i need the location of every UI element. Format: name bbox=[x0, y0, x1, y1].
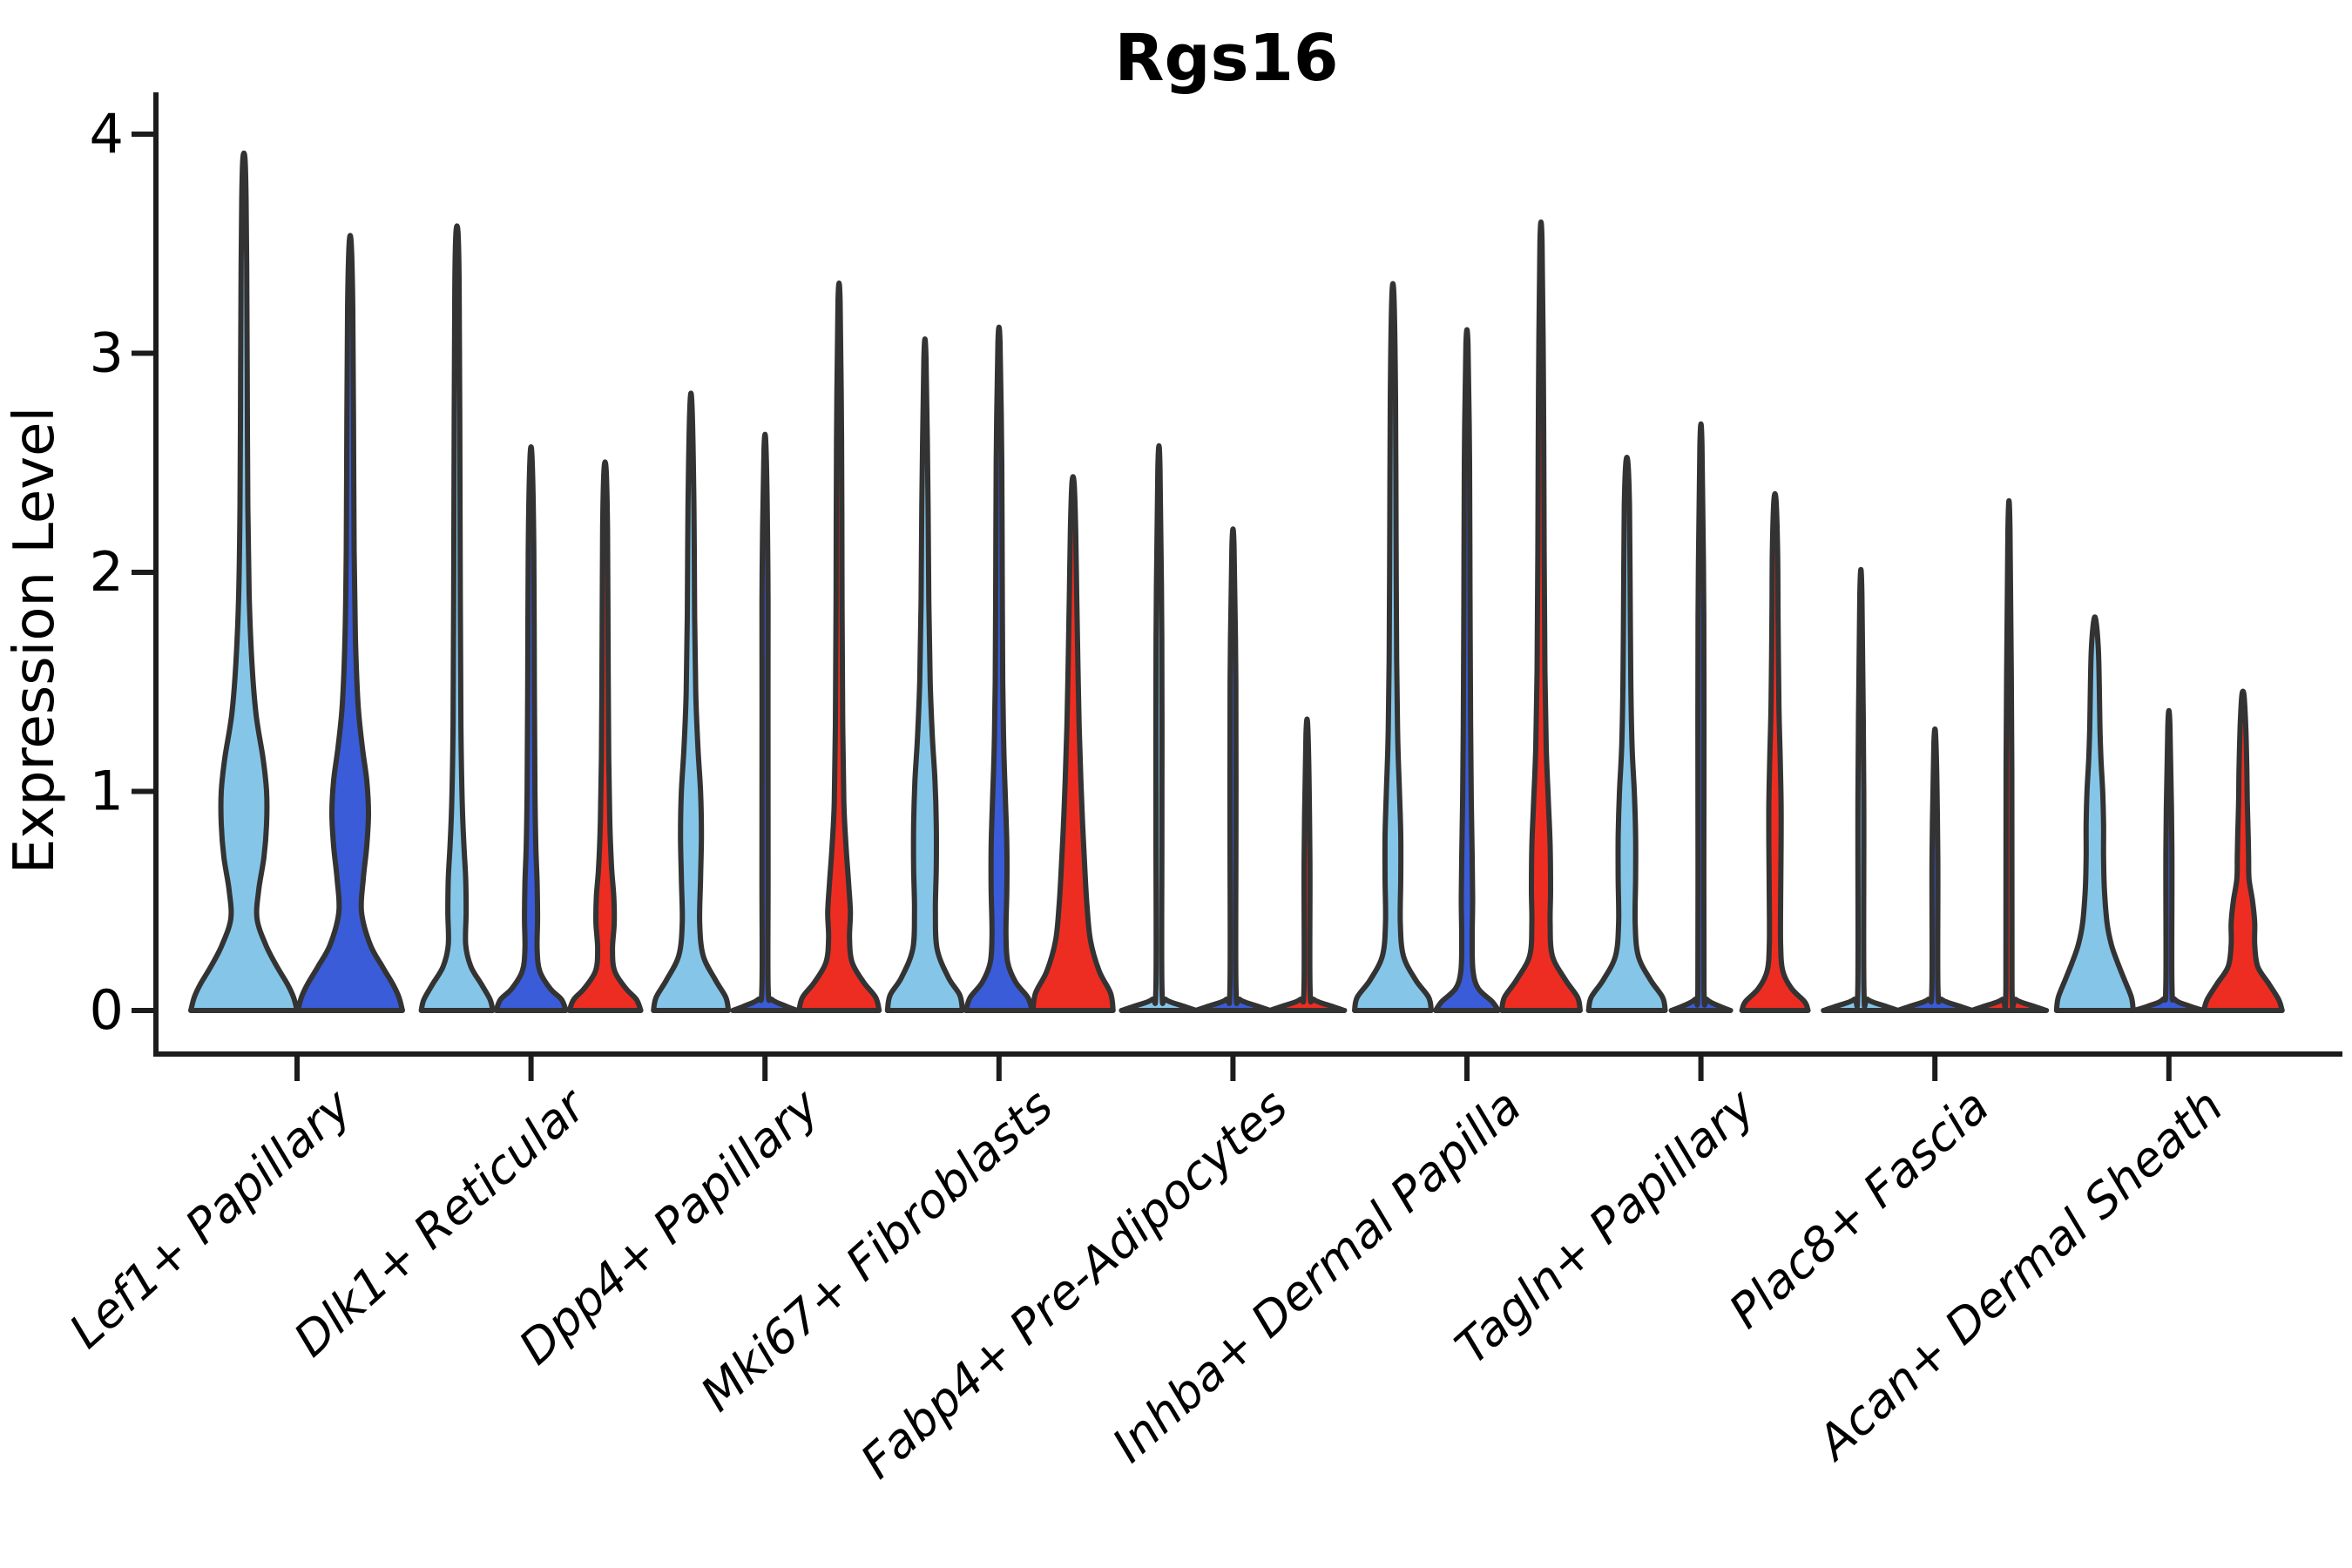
violin-plac8-light-blue bbox=[1821, 567, 1902, 1013]
violin-lef1-dark-blue bbox=[295, 233, 405, 1013]
violin-tagln-light-blue bbox=[1585, 455, 1668, 1013]
violin-dpp4-light-blue bbox=[651, 390, 732, 1013]
violin-dlk1-light-blue bbox=[418, 223, 496, 1013]
plot-title: Rgs16 bbox=[1114, 21, 1339, 96]
y-tick-label: 3 bbox=[90, 321, 124, 385]
violin-dpp4-red bbox=[796, 280, 882, 1013]
y-tick-label: 0 bbox=[90, 978, 124, 1042]
y-tick-label: 2 bbox=[90, 540, 124, 604]
violin-dpp4-dark-blue bbox=[730, 431, 801, 1013]
y-tick-label: 1 bbox=[90, 760, 124, 823]
violin-dlk1-red bbox=[566, 459, 644, 1013]
violin-inhba-light-blue bbox=[1352, 280, 1434, 1013]
violin-fabp4-red bbox=[1267, 716, 1348, 1013]
y-tick-label: 4 bbox=[90, 102, 124, 166]
violin-lef1-light-blue bbox=[188, 150, 300, 1013]
violin-mki67-dark-blue bbox=[963, 324, 1035, 1013]
violin-inhba-red bbox=[1499, 219, 1583, 1013]
violin-mki67-light-blue bbox=[884, 336, 965, 1013]
violin-acan-light-blue bbox=[2053, 614, 2136, 1013]
violin-fabp4-dark-blue bbox=[1193, 526, 1274, 1013]
violin-fabp4-light-blue bbox=[1119, 443, 1200, 1013]
violin-plac8-red bbox=[1969, 497, 2050, 1013]
violin-tagln-dark-blue bbox=[1668, 421, 1734, 1013]
violin-acan-dark-blue bbox=[2131, 707, 2207, 1013]
violin-mki67-red bbox=[1030, 474, 1116, 1013]
violin-acan-red bbox=[2200, 688, 2285, 1013]
violin-tagln-red bbox=[1739, 490, 1811, 1013]
violin-inhba-dark-blue bbox=[1433, 327, 1501, 1013]
violin-dlk1-dark-blue bbox=[493, 444, 569, 1013]
violin-plac8-dark-blue bbox=[1895, 726, 1976, 1013]
